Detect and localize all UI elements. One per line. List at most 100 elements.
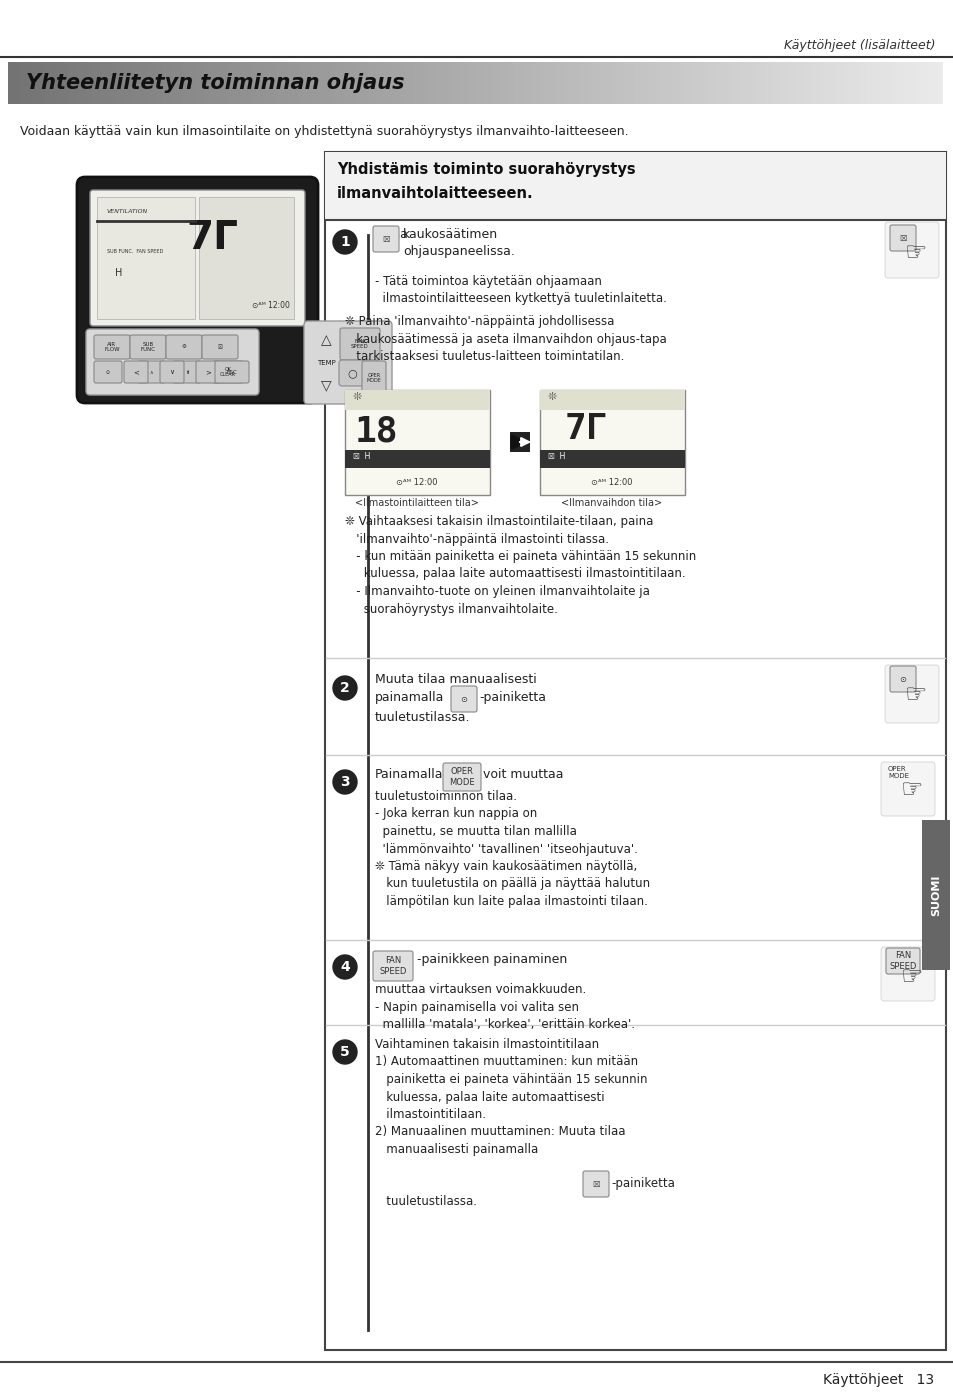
- Text: ☞: ☞: [900, 965, 923, 988]
- Bar: [615, 62, 620, 104]
- Bar: [871, 62, 877, 104]
- Bar: [726, 62, 732, 104]
- Text: FAN
SPEED: FAN SPEED: [379, 956, 406, 976]
- FancyBboxPatch shape: [137, 361, 165, 384]
- Bar: [782, 62, 788, 104]
- Text: ⊙: ⊙: [899, 675, 905, 683]
- Circle shape: [333, 955, 356, 979]
- Text: <Ilmastointilaitteen tila>: <Ilmastointilaitteen tila>: [355, 498, 478, 508]
- Bar: [251, 62, 256, 104]
- Bar: [605, 62, 611, 104]
- Bar: [190, 62, 195, 104]
- Bar: [475, 62, 480, 104]
- Bar: [41, 62, 47, 104]
- Bar: [810, 62, 816, 104]
- Bar: [866, 62, 872, 104]
- Text: ⬆: ⬆: [185, 370, 189, 374]
- Bar: [539, 391, 684, 410]
- Bar: [787, 62, 793, 104]
- Bar: [325, 153, 945, 220]
- Bar: [773, 62, 779, 104]
- Bar: [134, 62, 139, 104]
- Bar: [903, 62, 909, 104]
- Text: OPER
MODE: OPER MODE: [449, 767, 475, 787]
- Bar: [675, 62, 680, 104]
- Bar: [881, 62, 886, 104]
- Bar: [325, 62, 331, 104]
- Bar: [172, 62, 177, 104]
- Bar: [120, 62, 126, 104]
- Text: ⊙: ⊙: [460, 694, 467, 703]
- Bar: [83, 62, 89, 104]
- Text: AIR
FLOW: AIR FLOW: [104, 342, 120, 353]
- Bar: [46, 62, 51, 104]
- Bar: [223, 62, 229, 104]
- Bar: [437, 62, 443, 104]
- Text: ∨: ∨: [170, 370, 174, 375]
- Bar: [274, 62, 279, 104]
- Bar: [395, 62, 401, 104]
- Bar: [218, 62, 224, 104]
- Bar: [591, 62, 597, 104]
- Bar: [297, 62, 303, 104]
- Bar: [400, 62, 406, 104]
- Bar: [54, 62, 60, 104]
- Bar: [111, 62, 116, 104]
- Bar: [69, 62, 74, 104]
- Bar: [661, 62, 667, 104]
- Bar: [312, 62, 317, 104]
- Bar: [586, 62, 592, 104]
- Bar: [349, 62, 355, 104]
- Bar: [531, 62, 537, 104]
- Bar: [232, 62, 237, 104]
- Text: kaukosäätimen
ohjauspaneelissa.: kaukosäätimen ohjauspaneelissa.: [402, 228, 515, 258]
- FancyBboxPatch shape: [582, 1170, 608, 1197]
- Bar: [497, 62, 503, 104]
- FancyBboxPatch shape: [361, 361, 386, 395]
- Text: FAN
SPEED: FAN SPEED: [351, 339, 369, 350]
- Bar: [484, 62, 490, 104]
- Bar: [376, 62, 382, 104]
- Text: tuuletustilassa.: tuuletustilassa.: [375, 711, 470, 724]
- Bar: [320, 62, 326, 104]
- Bar: [194, 62, 200, 104]
- Bar: [489, 62, 495, 104]
- FancyBboxPatch shape: [304, 321, 392, 405]
- Text: SUB
FUNC: SUB FUNC: [140, 342, 155, 353]
- Bar: [8, 62, 13, 104]
- Bar: [890, 62, 896, 104]
- Bar: [797, 62, 802, 104]
- Bar: [908, 62, 914, 104]
- Bar: [345, 391, 490, 410]
- FancyBboxPatch shape: [86, 329, 258, 395]
- Bar: [539, 391, 684, 496]
- Bar: [372, 62, 377, 104]
- Bar: [539, 449, 684, 468]
- Text: ❊ Vaihtaaksesi takaisin ilmastointilaite-tilaan, paina
   'ilmanvaihto'-näppäint: ❊ Vaihtaaksesi takaisin ilmastointilaite…: [345, 515, 696, 616]
- Bar: [204, 62, 210, 104]
- Text: H: H: [115, 267, 122, 279]
- Bar: [760, 62, 764, 104]
- Bar: [633, 62, 639, 104]
- FancyBboxPatch shape: [884, 665, 938, 722]
- Text: VENTILATION: VENTILATION: [107, 209, 148, 214]
- Text: OPER
MODE: OPER MODE: [366, 372, 381, 384]
- Bar: [345, 449, 490, 468]
- Bar: [717, 62, 722, 104]
- Bar: [381, 62, 387, 104]
- Bar: [708, 62, 714, 104]
- Bar: [115, 62, 121, 104]
- Bar: [923, 62, 928, 104]
- Bar: [330, 62, 335, 104]
- Bar: [563, 62, 569, 104]
- Bar: [549, 62, 555, 104]
- Bar: [442, 62, 448, 104]
- Text: ☒: ☒: [592, 1179, 599, 1189]
- Bar: [502, 62, 508, 104]
- Bar: [78, 62, 84, 104]
- Bar: [50, 62, 55, 104]
- Bar: [358, 62, 363, 104]
- Bar: [600, 62, 606, 104]
- FancyBboxPatch shape: [880, 946, 934, 1001]
- Bar: [447, 62, 452, 104]
